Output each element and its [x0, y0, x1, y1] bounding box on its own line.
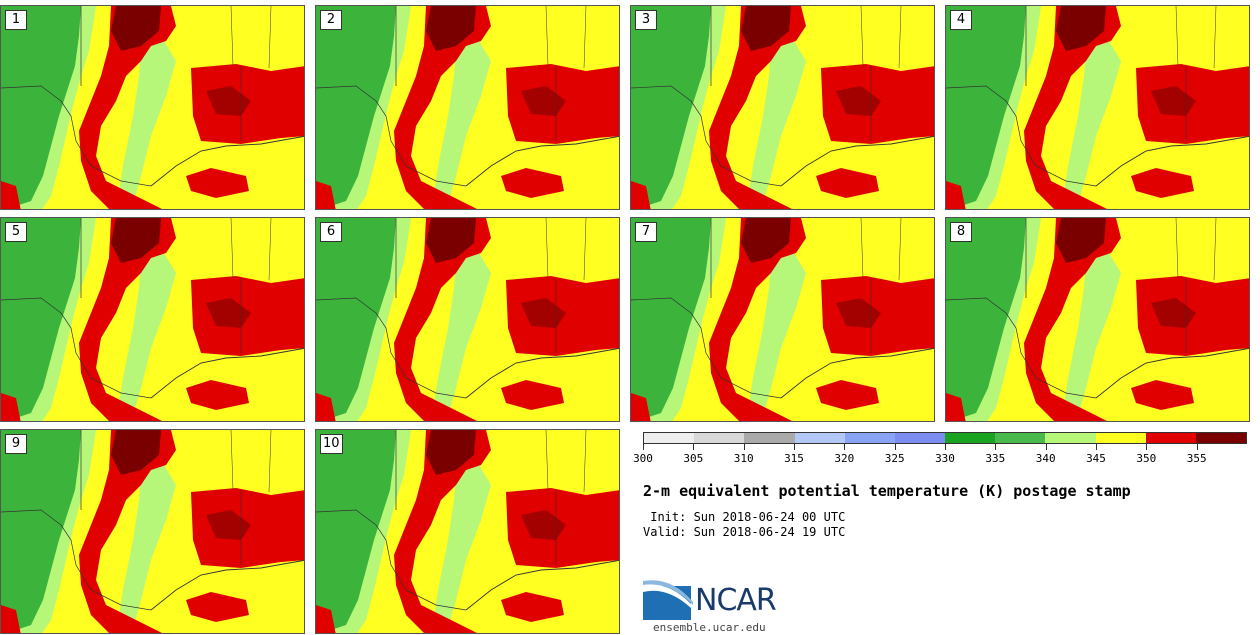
colorbar-tick	[1096, 444, 1097, 450]
member-number-label: 4	[950, 10, 972, 30]
site-url: ensemble.ucar.edu	[653, 621, 766, 634]
colorbar-segment	[1195, 433, 1247, 443]
ncar-logo-text: NCAR	[695, 583, 777, 618]
postage-stamp-panel: 10	[315, 429, 620, 634]
member-number-label: 9	[5, 434, 27, 454]
colorbar-tick-label: 310	[733, 452, 754, 465]
ensemble-member-map	[946, 6, 1249, 209]
colorbar-tick-label: 355	[1186, 452, 1207, 465]
colorbar-segment	[945, 433, 996, 443]
ensemble-member-map	[631, 218, 934, 421]
colorbar-segment	[794, 433, 845, 443]
postage-stamp-panel: 7	[630, 217, 935, 422]
colorbar-tick	[794, 444, 795, 450]
ensemble-member-map	[1, 218, 304, 421]
chart-title: 2-m equivalent potential temperature (K)…	[643, 482, 1131, 500]
member-number-label: 6	[320, 222, 342, 242]
colorbar-segment	[844, 433, 895, 443]
member-number-label: 10	[320, 434, 343, 454]
colorbar-segment	[744, 433, 795, 443]
colorbar-tick	[945, 444, 946, 450]
member-number-label: 5	[5, 222, 27, 242]
colorbar-segment	[1045, 433, 1096, 443]
time-info: Init: Sun 2018-06-24 00 UTC Valid: Sun 2…	[643, 510, 845, 540]
postage-stamp-panel: 4	[945, 5, 1250, 210]
member-number-label: 1	[5, 10, 27, 30]
member-number-label: 7	[635, 222, 657, 242]
postage-stamp-panel: 5	[0, 217, 305, 422]
colorbar-segment	[1145, 433, 1196, 443]
colorbar-tick-label: 320	[834, 452, 855, 465]
colorbar-ticks	[643, 444, 1247, 452]
colorbar-tick	[894, 444, 896, 450]
postage-stamp-panel: 8	[945, 217, 1250, 422]
colorbar-segment	[644, 433, 695, 443]
colorbar-tick	[995, 444, 997, 450]
colorbar-tick-label: 340	[1035, 452, 1056, 465]
ensemble-member-map	[316, 430, 619, 633]
ensemble-member-map	[1, 6, 304, 209]
ensemble-member-map	[316, 218, 619, 421]
colorbar	[643, 432, 1247, 444]
postage-stamp-panel: 2	[315, 5, 620, 210]
ncar-logo-icon	[643, 580, 693, 620]
colorbar-tick	[1196, 444, 1198, 450]
colorbar-segment	[894, 433, 946, 443]
valid-time: Valid: Sun 2018-06-24 19 UTC	[643, 525, 846, 539]
colorbar-segment	[694, 433, 745, 443]
colorbar-tick-label: 315	[784, 452, 804, 465]
ensemble-member-map	[1, 430, 304, 633]
postage-stamp-panel: 6	[315, 217, 620, 422]
colorbar-tick-label: 305	[683, 452, 704, 465]
postage-stamp-panel: 1	[0, 5, 305, 210]
postage-stamp-panel: 9	[0, 429, 305, 634]
init-time: Init: Sun 2018-06-24 00 UTC	[643, 510, 846, 524]
colorbar-tick	[743, 444, 745, 450]
postage-stamp-panel: 3	[630, 5, 935, 210]
colorbar-tick-label: 325	[884, 452, 905, 465]
colorbar-tick	[693, 444, 695, 450]
ensemble-member-map	[946, 218, 1249, 421]
colorbar-tick-label: 345	[1086, 452, 1106, 465]
member-number-label: 3	[635, 10, 657, 30]
colorbar-tick-label: 330	[935, 452, 955, 465]
ensemble-member-map	[631, 6, 934, 209]
colorbar-segment	[995, 433, 1046, 443]
ensemble-member-map	[316, 6, 619, 209]
member-number-label: 8	[950, 222, 972, 242]
colorbar-tick	[844, 444, 846, 450]
colorbar-tick	[1045, 444, 1047, 450]
colorbar-tick-label: 350	[1136, 452, 1157, 465]
member-number-label: 2	[320, 10, 342, 30]
colorbar-tick	[643, 444, 644, 450]
colorbar-segment	[1095, 433, 1146, 443]
colorbar-tick-label: 335	[985, 452, 1006, 465]
colorbar-tick-label: 300	[633, 452, 653, 465]
colorbar-tick	[1146, 444, 1148, 450]
